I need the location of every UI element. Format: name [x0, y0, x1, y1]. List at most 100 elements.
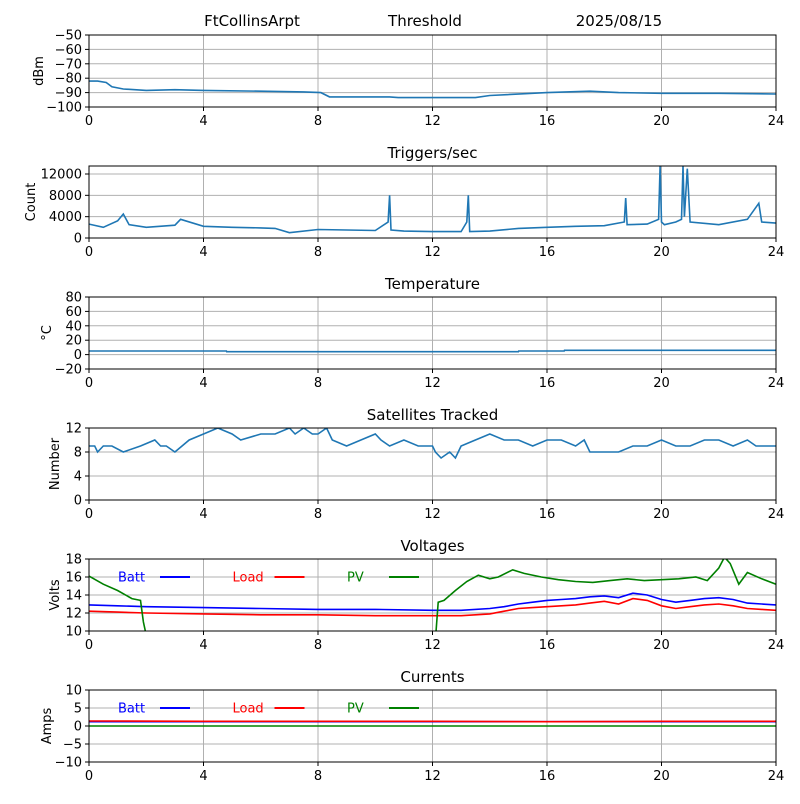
- x-tick-label: 0: [85, 114, 93, 129]
- y-tick-label: −70: [55, 57, 82, 72]
- series-line-load: [89, 720, 776, 723]
- x-tick-label: 16: [539, 245, 556, 260]
- x-tick-label: 0: [85, 376, 93, 391]
- y-tick-label: 4000: [49, 210, 82, 225]
- x-tick-label: 20: [653, 376, 670, 391]
- y-axis-label: Number: [48, 437, 63, 490]
- y-tick-label: −50: [55, 29, 82, 44]
- y-tick-label: −100: [46, 101, 82, 116]
- y-tick-label: 10: [65, 625, 82, 640]
- y-axis-label: Volts: [48, 579, 63, 611]
- y-tick-label: 4: [74, 470, 82, 485]
- x-tick-label: 8: [314, 769, 322, 784]
- x-tick-label: 12: [424, 507, 441, 522]
- y-axis-label: dBm: [32, 56, 47, 86]
- y-tick-label: 60: [65, 305, 82, 320]
- y-tick-label: 5: [74, 702, 82, 717]
- x-tick-label: 0: [85, 507, 93, 522]
- y-tick-label: 0: [74, 494, 82, 509]
- series-line-pv: [89, 559, 776, 631]
- x-tick-label: 16: [539, 769, 556, 784]
- legend-label-batt: Batt: [118, 702, 145, 717]
- y-axis-label: Count: [24, 183, 39, 222]
- panel-0: 0 4 8 12 16 20 24 −100−90−80−70−60−50 dBm: [32, 29, 784, 130]
- panel-5: 0 4 8 12 16 20 24 −10 −5 0 5 10 Currents Amps Batt Load…: [40, 668, 784, 784]
- y-tick-label: −5: [63, 738, 82, 753]
- x-tick-label: 24: [768, 245, 785, 260]
- y-tick-label: 12: [65, 422, 82, 437]
- panel-3: 0 4 8 12 16 20 24 0 4 8 12 Satellites Tracked Number: [48, 406, 784, 522]
- x-tick-label: 16: [539, 376, 556, 391]
- x-tick-label: 24: [768, 769, 785, 784]
- panel-4: 0 4 8 12 16 20 24 10 12 14 16 18 Voltages Volts Batt Lo…: [48, 537, 784, 653]
- x-tick-label: 24: [768, 376, 785, 391]
- y-tick-label: −10: [55, 756, 82, 771]
- x-tick-label: 4: [199, 638, 207, 653]
- y-tick-label: 80: [65, 291, 82, 306]
- y-tick-label: 10: [65, 684, 82, 699]
- y-tick-label: 12: [65, 607, 82, 622]
- x-tick-label: 4: [199, 245, 207, 260]
- x-tick-label: 20: [653, 114, 670, 129]
- x-tick-label: 16: [539, 638, 556, 653]
- y-tick-label: −20: [55, 363, 82, 378]
- panel-title: Currents: [400, 668, 464, 686]
- y-tick-label: 12000: [41, 168, 82, 183]
- y-tick-label: −80: [55, 72, 82, 87]
- x-tick-label: 12: [424, 376, 441, 391]
- x-tick-label: 24: [768, 507, 785, 522]
- series-line-main: [89, 428, 776, 460]
- y-tick-label: 8000: [49, 189, 82, 204]
- panel-1: 0 4 8 12 16 20 24 0 4000 8000 12000 Triggers/sec Cou…: [24, 144, 784, 260]
- x-tick-label: 16: [539, 507, 556, 522]
- x-tick-label: 8: [314, 114, 322, 129]
- legend-label-load: Load: [233, 702, 264, 717]
- mode-label: Threshold: [387, 12, 462, 30]
- x-tick-label: 20: [653, 638, 670, 653]
- x-tick-label: 4: [199, 769, 207, 784]
- panel-title: Triggers/sec: [387, 144, 478, 162]
- y-tick-label: 20: [65, 334, 82, 349]
- x-tick-label: 12: [424, 638, 441, 653]
- y-tick-label: 0: [74, 348, 82, 363]
- x-tick-label: 0: [85, 638, 93, 653]
- x-tick-label: 8: [314, 638, 322, 653]
- x-tick-label: 8: [314, 507, 322, 522]
- x-tick-label: 16: [539, 114, 556, 129]
- x-tick-label: 8: [314, 376, 322, 391]
- y-axis-label: °C: [40, 325, 55, 341]
- y-axis-label: Amps: [40, 707, 55, 744]
- y-tick-label: 14: [65, 589, 82, 604]
- panel-title: Voltages: [400, 537, 464, 555]
- legend-label-load: Load: [233, 571, 264, 586]
- series-line-batt: [89, 592, 776, 612]
- y-tick-label: 40: [65, 319, 82, 334]
- series-line-main: [89, 349, 776, 353]
- date-label: 2025/08/15: [576, 12, 662, 30]
- y-tick-label: −60: [55, 43, 82, 58]
- x-tick-label: 0: [85, 245, 93, 260]
- panel-title: Temperature: [384, 275, 480, 293]
- series-line-main: [89, 166, 776, 234]
- x-tick-label: 24: [768, 114, 785, 129]
- x-tick-label: 12: [424, 769, 441, 784]
- x-tick-label: 4: [199, 376, 207, 391]
- panel-title: Satellites Tracked: [367, 406, 498, 424]
- y-tick-label: −90: [55, 86, 82, 101]
- x-tick-label: 8: [314, 245, 322, 260]
- series-line-main: [89, 80, 776, 99]
- x-tick-label: 12: [424, 114, 441, 129]
- series-line-load: [89, 597, 776, 617]
- y-tick-label: 16: [65, 571, 82, 586]
- y-tick-label: 0: [74, 232, 82, 247]
- x-tick-label: 4: [199, 114, 207, 129]
- x-tick-label: 12: [424, 245, 441, 260]
- y-tick-label: 18: [65, 553, 82, 568]
- x-tick-label: 24: [768, 638, 785, 653]
- y-tick-label: 8: [74, 446, 82, 461]
- x-tick-label: 20: [653, 507, 670, 522]
- y-tick-label: 0: [74, 720, 82, 735]
